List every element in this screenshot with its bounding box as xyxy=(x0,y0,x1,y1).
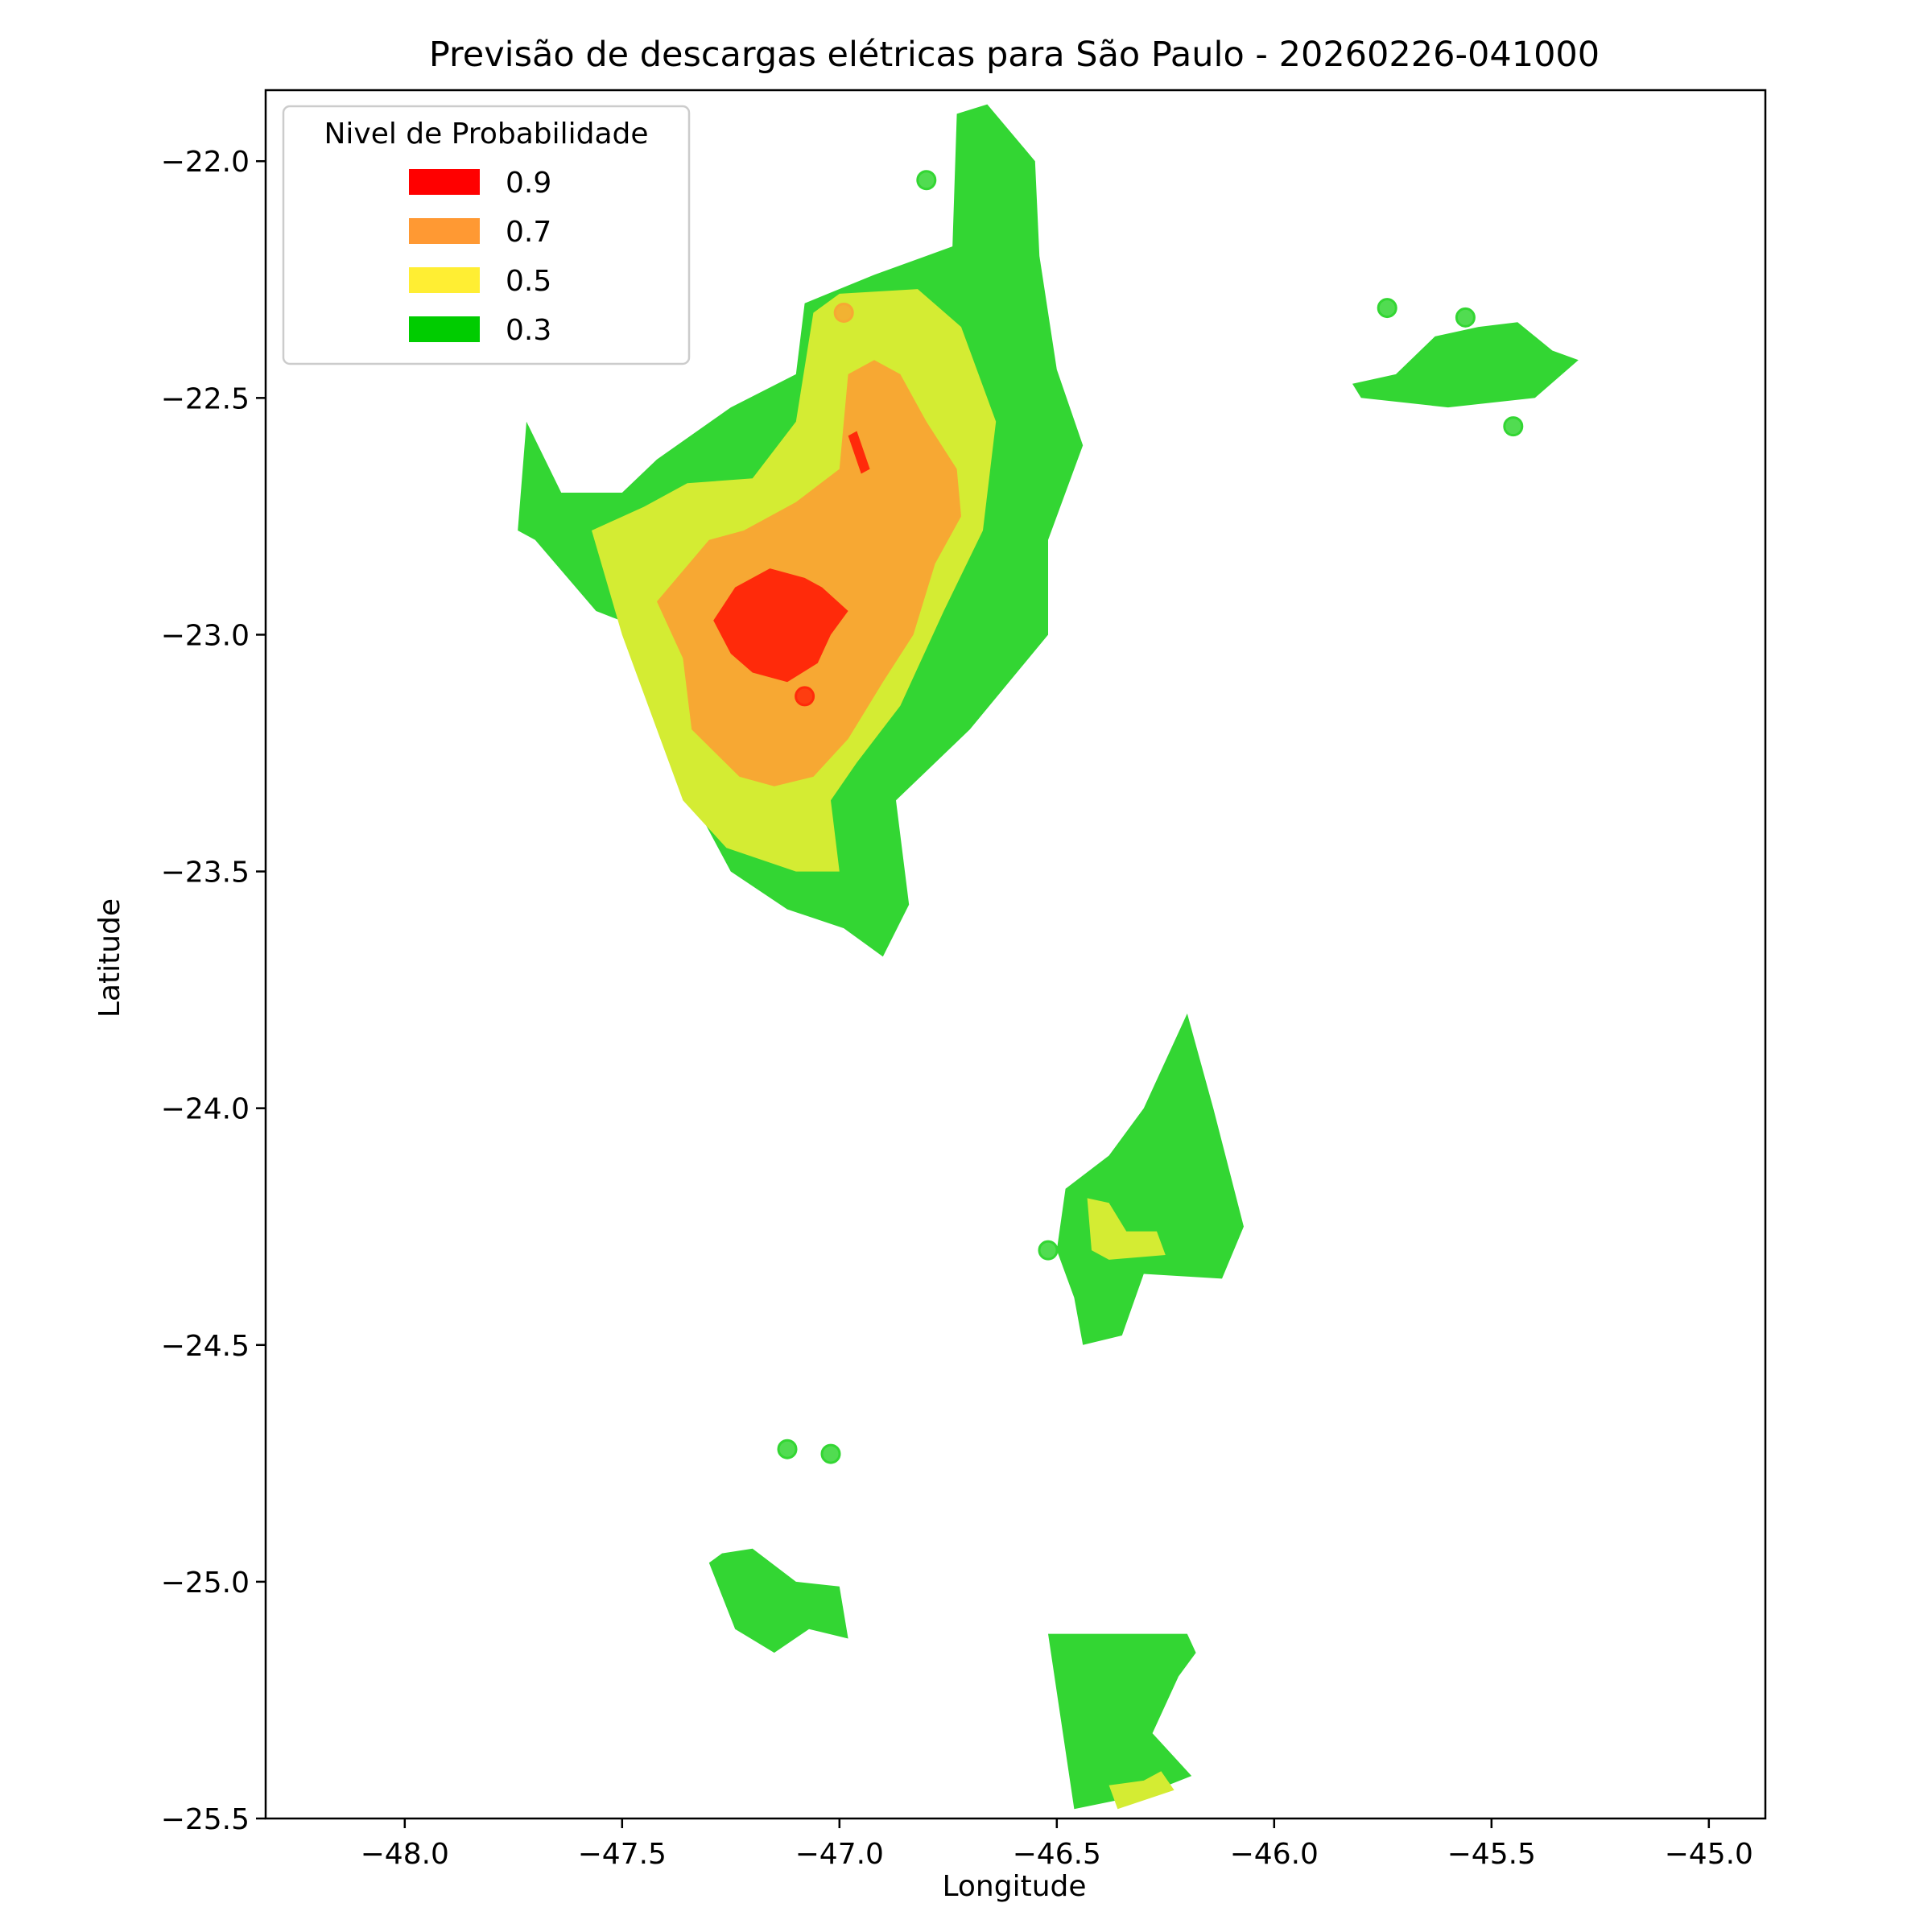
legend-label: 0.3 xyxy=(506,314,551,347)
probability-region-03-3 xyxy=(708,1548,848,1653)
y-axis: −22.0 −22.5 −23.0 −23.5 −24.0 −24.5 −25.0 −25.5 xyxy=(161,146,266,1836)
x-tick-label: −47.0 xyxy=(795,1838,884,1871)
lightning-point-8 xyxy=(820,1443,841,1464)
y-tick-label: −23.0 xyxy=(161,619,250,652)
legend-label: 0.5 xyxy=(506,265,551,298)
plot-frame xyxy=(264,89,1767,1820)
probability-region-03-1 xyxy=(1056,1013,1244,1345)
legend-label: 0.7 xyxy=(506,216,551,249)
legend-title: Nivel de Probabilidade xyxy=(324,118,648,151)
x-tick-label: −48.0 xyxy=(361,1838,449,1871)
legend-swatch-05 xyxy=(409,267,480,293)
x-axis-label: Longitude xyxy=(942,1870,1086,1903)
y-tick-label: −24.5 xyxy=(161,1330,250,1363)
legend-swatch-07 xyxy=(409,218,480,244)
x-tick-label: −46.0 xyxy=(1230,1838,1319,1871)
chart-title: Previsão de descargas elétricas para São… xyxy=(429,35,1600,75)
x-axis: −48.0 −47.5 −47.0 −46.5 −46.0 −45.5 −45.0 xyxy=(361,1818,1753,1871)
x-tick-label: −45.5 xyxy=(1447,1838,1536,1871)
x-tick-label: −45.0 xyxy=(1665,1838,1753,1871)
y-tick-label: −23.5 xyxy=(161,857,250,890)
lightning-point-6 xyxy=(1038,1240,1059,1261)
y-tick-label: −25.5 xyxy=(161,1803,250,1836)
lightning-point-5 xyxy=(1503,416,1524,437)
legend-swatch-09 xyxy=(409,169,480,195)
lightning-point-2 xyxy=(795,686,815,707)
y-axis-label: Latitude xyxy=(93,898,126,1018)
legend-swatch-03 xyxy=(409,316,480,342)
probability-region-05-7 xyxy=(1108,1771,1174,1810)
probability-region-05-6 xyxy=(1087,1198,1166,1260)
y-tick-label: −22.5 xyxy=(161,382,250,415)
lightning-point-4 xyxy=(1455,307,1476,328)
legend-entries: 0.9 0.7 0.5 0.3 xyxy=(409,167,551,347)
y-tick-label: −24.0 xyxy=(161,1093,250,1126)
lightning-point-1 xyxy=(833,302,854,323)
x-tick-label: −47.5 xyxy=(578,1838,667,1871)
plot-area xyxy=(518,104,1579,1810)
lightning-point-0 xyxy=(916,170,937,191)
lightning-point-3 xyxy=(1377,298,1397,319)
y-tick-label: −22.0 xyxy=(161,146,250,179)
probability-region-03-4 xyxy=(1352,322,1579,408)
y-tick-label: −25.0 xyxy=(161,1567,250,1600)
legend: Nivel de Probabilidade 0.9 0.7 0.5 0.3 xyxy=(282,105,691,365)
probability-region-07-8 xyxy=(657,360,961,786)
lightning-point-7 xyxy=(777,1439,798,1459)
legend-box xyxy=(282,105,691,365)
probability-region-09-9 xyxy=(713,568,848,683)
legend-label: 0.9 xyxy=(506,167,551,200)
x-tick-label: −46.5 xyxy=(1013,1838,1101,1871)
probability-region-03-2 xyxy=(1048,1633,1196,1810)
probability-region-09-10 xyxy=(848,431,870,474)
